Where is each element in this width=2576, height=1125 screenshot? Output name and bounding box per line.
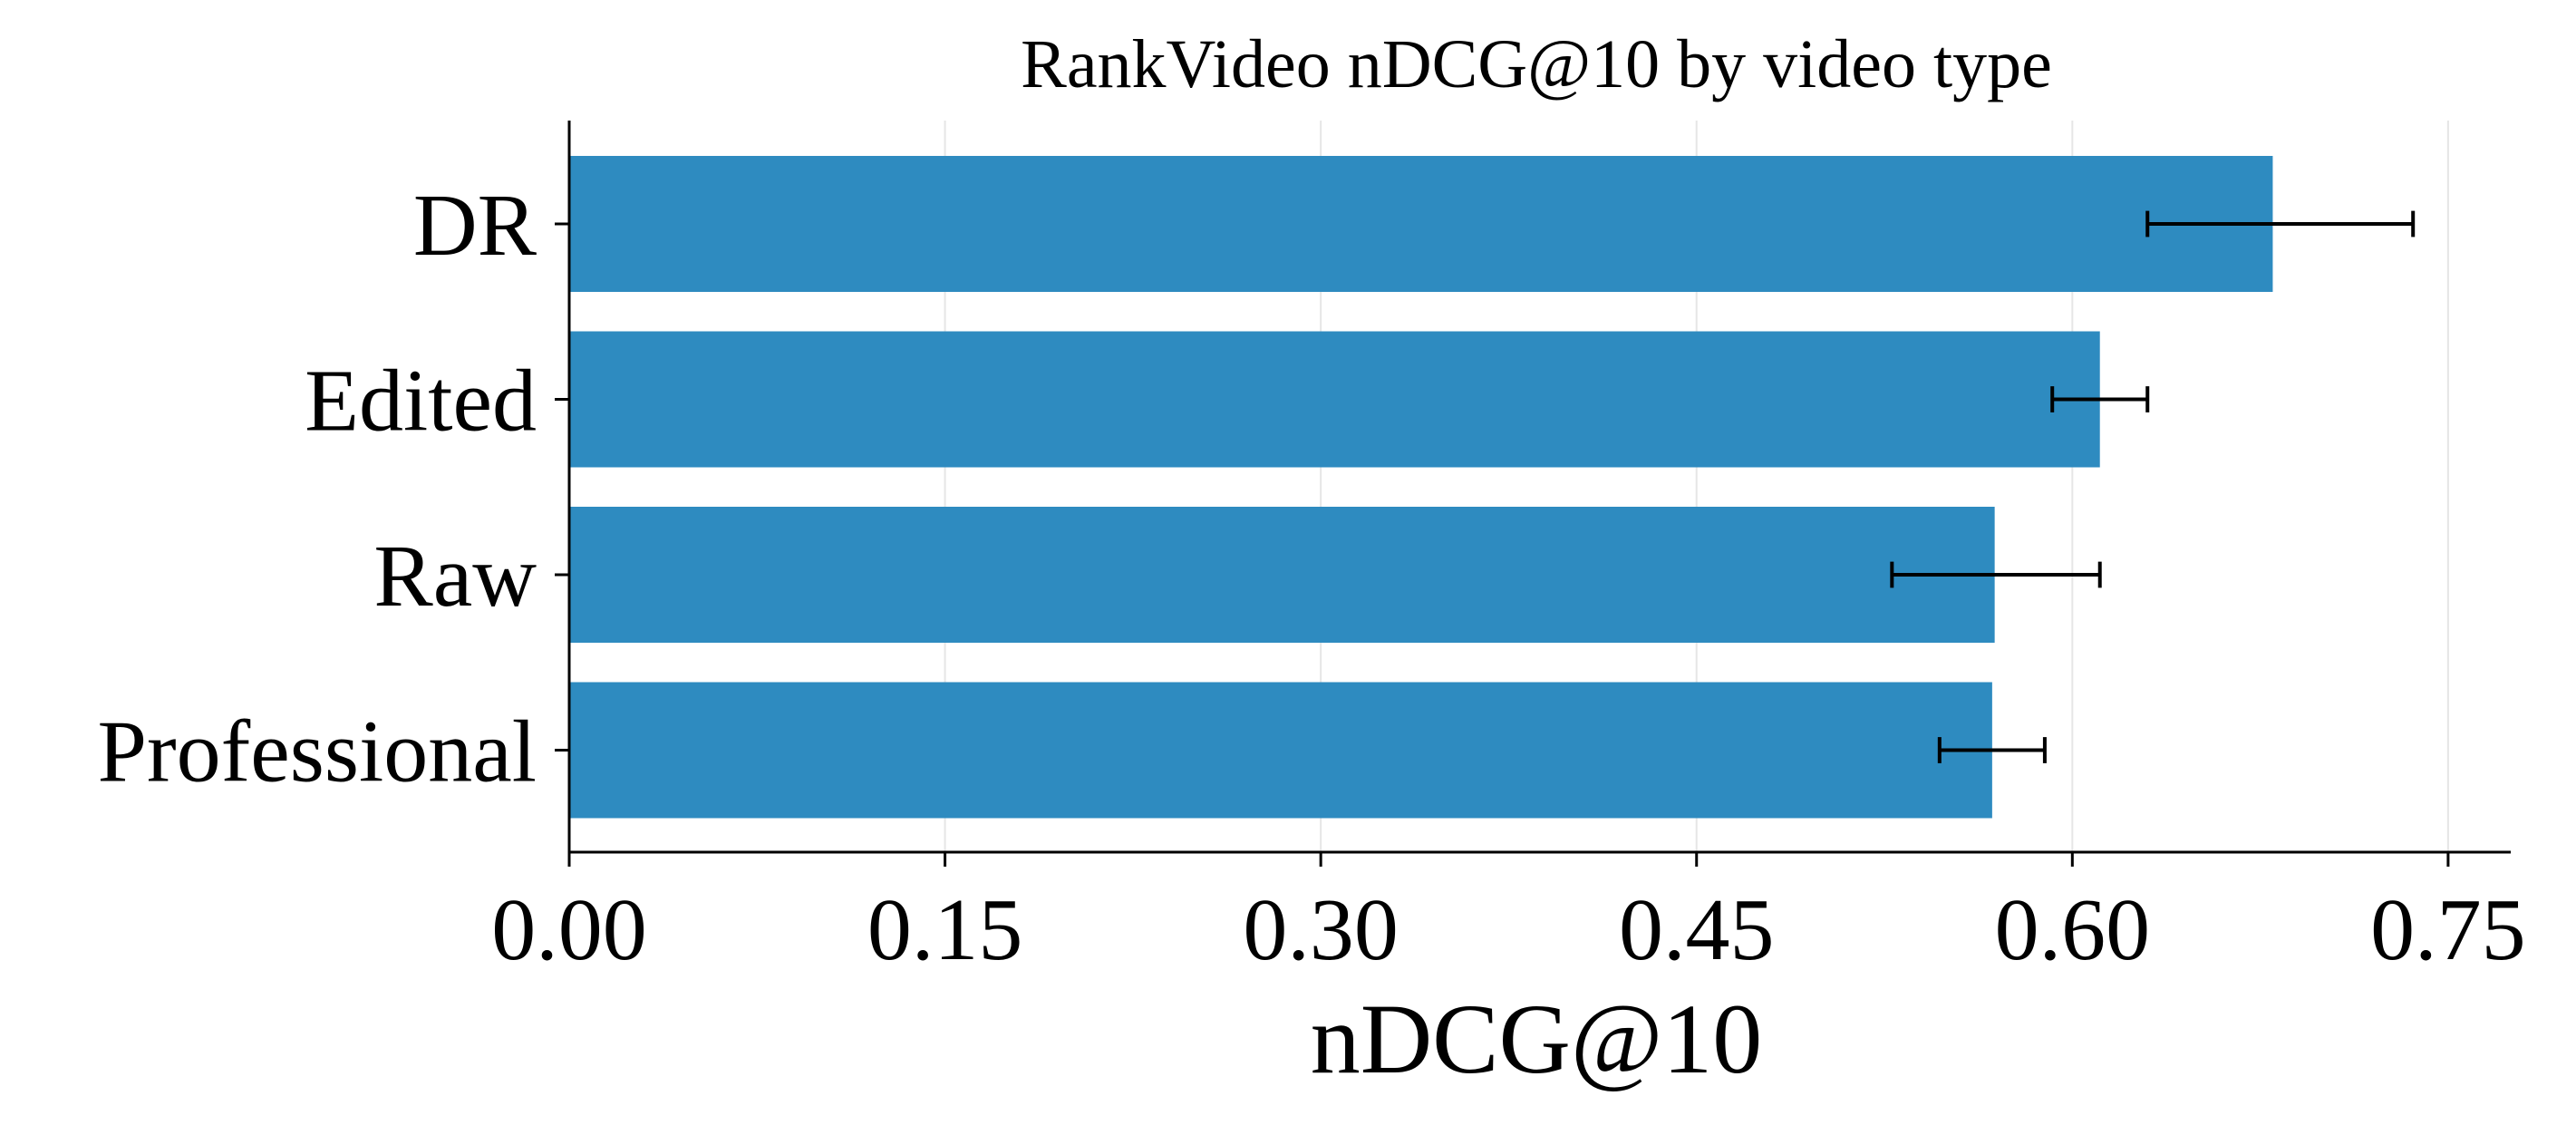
- bar-edited: [569, 331, 2100, 468]
- x-tick-label: 0.60: [1995, 881, 2151, 979]
- y-tick-label: Edited: [305, 353, 537, 451]
- bar-raw: [569, 507, 1995, 643]
- bar-layer: [569, 156, 2273, 819]
- bar-professional: [569, 682, 1992, 819]
- x-tick-label: 0.45: [1619, 881, 1775, 979]
- x-tick-label: 0.30: [1243, 881, 1399, 979]
- axis-layer: [555, 121, 2511, 867]
- x-tick-label: 0.00: [491, 881, 647, 979]
- x-axis-label: nDCG@10: [1311, 984, 1763, 1094]
- bar-dr: [569, 156, 2273, 292]
- y-tick-label: Raw: [373, 528, 537, 626]
- x-tick-label: 0.15: [867, 881, 1023, 979]
- x-tick-label: 0.75: [2370, 881, 2526, 979]
- error-bar-layer: [1890, 210, 2416, 763]
- y-tick-label: DR: [413, 177, 537, 275]
- chart-title: RankVideo nDCG@10 by video type: [1021, 26, 2052, 102]
- y-tick-label: Professional: [98, 703, 537, 801]
- label-layer: RankVideo nDCG@10 by video type nDCG@10 …: [98, 26, 2526, 1094]
